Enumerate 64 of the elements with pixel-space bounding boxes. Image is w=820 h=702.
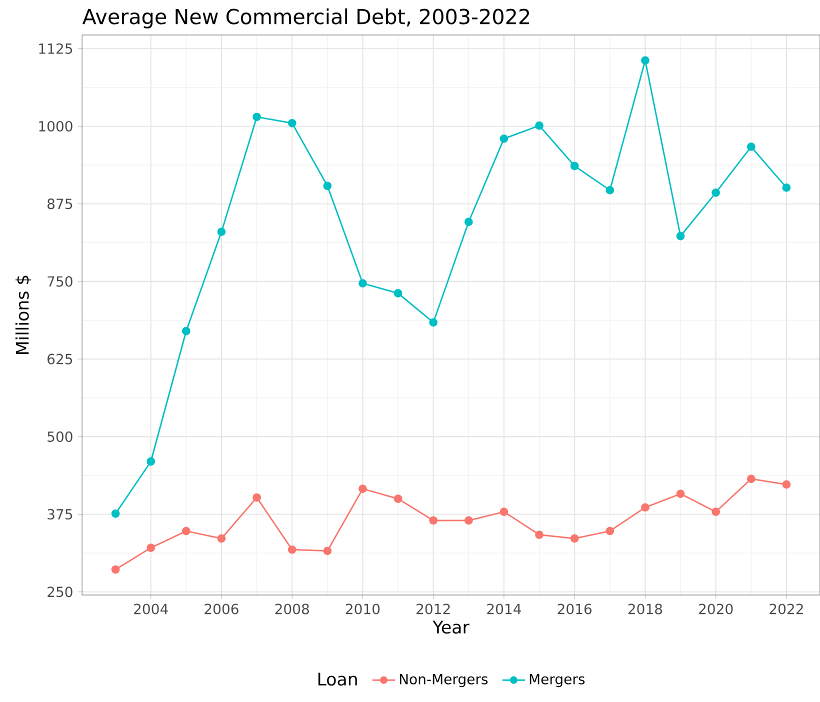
x-tick-label: 2016	[558, 604, 592, 614]
x-tick-label: 2004	[134, 604, 168, 614]
x-axis-title: Year	[432, 620, 470, 634]
point	[712, 188, 720, 197]
y-tick-label: 625	[48, 354, 72, 364]
y-tick-label: 500	[48, 431, 72, 442]
y-tick-label: 875	[48, 198, 72, 210]
point	[394, 289, 402, 298]
point	[146, 457, 156, 466]
point	[500, 508, 508, 516]
point	[288, 118, 296, 128]
x-tick-label: 2010	[346, 604, 380, 614]
point	[746, 142, 756, 151]
x-tick-label: 2014	[487, 604, 521, 614]
y-tick-label: 250	[48, 586, 72, 598]
point	[535, 121, 544, 130]
legend-label: Non-Mergers	[400, 674, 488, 688]
y-tick-label: 1000	[39, 120, 72, 132]
point	[676, 232, 685, 240]
x-tick-label: 2020	[699, 604, 733, 614]
point	[323, 546, 332, 556]
point	[570, 534, 579, 543]
point	[217, 534, 226, 543]
point	[182, 526, 190, 536]
point	[217, 228, 226, 236]
legend-title: Loan	[318, 672, 357, 686]
x-tick-label: 2008	[275, 604, 309, 614]
point	[782, 184, 791, 192]
point	[500, 134, 508, 143]
point	[111, 565, 120, 574]
y-tick-label: 375	[48, 508, 72, 520]
y-tick-label: 1125	[39, 43, 72, 54]
point	[288, 545, 296, 554]
point	[394, 494, 402, 503]
x-tick-label: 2012	[416, 604, 450, 614]
point	[252, 112, 261, 122]
point	[358, 484, 367, 494]
point	[535, 530, 544, 539]
y-axis-title: Millions $	[15, 276, 32, 354]
point	[146, 544, 156, 552]
point	[606, 526, 614, 536]
chart-title: Average New Commercial Debt, 2003-2022	[82, 8, 530, 28]
point	[358, 279, 367, 288]
x-tick-label: 2018	[628, 604, 662, 614]
point	[782, 480, 791, 489]
point	[252, 493, 261, 502]
y-tick-label: 750	[48, 276, 72, 287]
point	[429, 318, 438, 327]
x-tick-label: 2022	[770, 604, 803, 614]
legend-label: Mergers	[530, 674, 585, 688]
point	[464, 516, 473, 525]
point	[182, 326, 190, 336]
point	[429, 516, 438, 525]
point	[464, 218, 473, 226]
point	[570, 162, 579, 170]
x-tick-label: 2006	[204, 604, 238, 614]
point	[746, 474, 756, 484]
point	[641, 56, 650, 65]
point	[606, 186, 614, 194]
point	[111, 509, 120, 518]
point	[676, 490, 685, 498]
point	[712, 508, 720, 516]
point	[323, 182, 332, 190]
point	[641, 503, 650, 512]
